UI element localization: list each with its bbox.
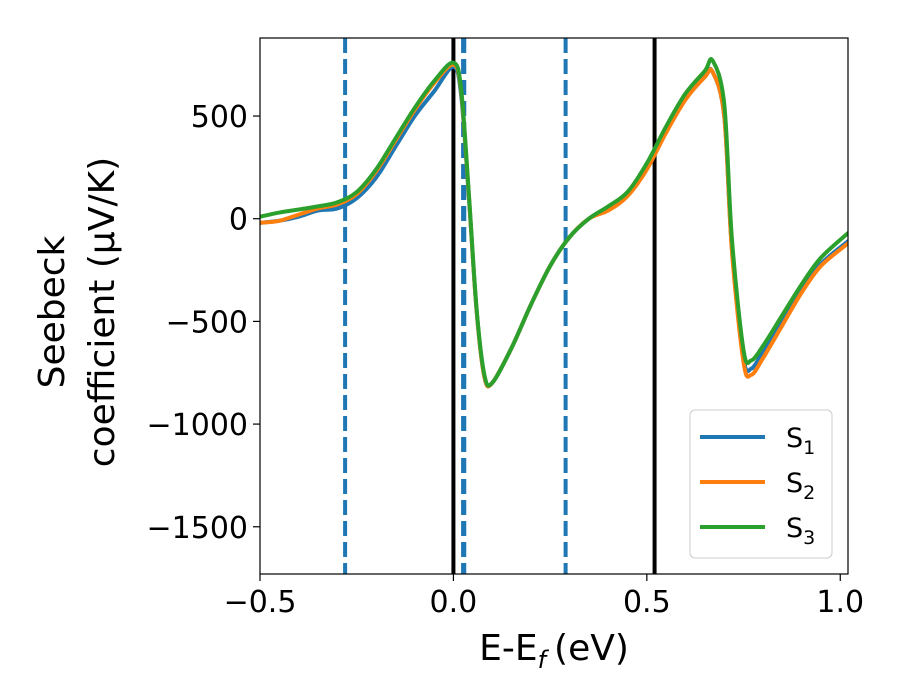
y-tick-label: −1500 [147, 511, 248, 546]
x-tick-label: 0.0 [430, 585, 478, 620]
legend: S1 S2 S3 [689, 409, 833, 559]
x-tick-label: −0.5 [224, 585, 297, 620]
y-tick-label: −500 [166, 305, 248, 340]
vertical-lines [343, 38, 657, 574]
y-axis-label-line2: coefficient (μV/K) [82, 157, 123, 467]
series-line-s2 [260, 62, 848, 389]
x-tick-label: 0.5 [623, 585, 671, 620]
x-tick-label: 1.0 [816, 585, 864, 620]
series-lines [260, 57, 848, 389]
legend-label-s1: S1 [786, 423, 815, 459]
x-axis-ticks: −0.5 0.0 0.5 1.0 [224, 574, 864, 620]
plot-frame [259, 37, 849, 575]
y-tick-label: 500 [191, 100, 248, 135]
y-axis-label-line1: Seebeck [32, 235, 73, 388]
legend-label-s2: S2 [786, 468, 815, 504]
y-tick-label: −1000 [147, 408, 248, 443]
series-line-s3 [260, 57, 848, 388]
legend-label-s3: S3 [786, 513, 815, 549]
y-axis-ticks: −1500 −1000 −500 0 500 [147, 100, 260, 546]
y-tick-label: 0 [229, 203, 248, 238]
series-line-s1 [260, 64, 848, 389]
x-axis-label: E-Ef (eV) [479, 628, 629, 674]
